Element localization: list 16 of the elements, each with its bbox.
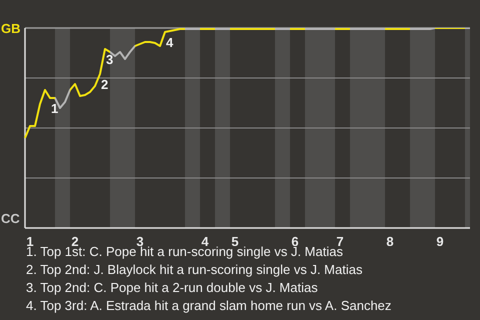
x-tick-label: 5 [231,234,239,249]
text: 3. Top 2nd: C. Pope hit a 2-run double vs J. Matias [26,279,319,297]
x-tick-label: 3 [136,234,144,249]
x-tick-label: 7 [336,234,344,249]
text: 4. Top 3rd: A. Estrada hit a grand slam home run vs A. Sanchez [26,297,392,315]
x-tick-label: 8 [386,234,394,249]
annotation: 3 [106,52,114,67]
x-tick-label: 4 [201,234,210,249]
annotation: 2 [101,77,108,92]
annotation: 4 [166,35,174,50]
x-tick-label: 2 [71,234,79,249]
x-tick-label: 9 [436,234,444,249]
text: CC [1,211,20,226]
annotation: 1 [51,101,58,116]
text: GB [1,21,20,36]
text: 2. Top 2nd: J. Blaylock hit a run-scoring single vs J. Matias [26,261,364,279]
